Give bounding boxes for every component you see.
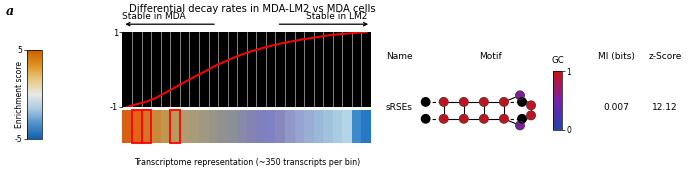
Bar [141, 110, 151, 143]
Bar [199, 110, 209, 143]
Circle shape [421, 115, 430, 123]
Bar [352, 110, 361, 143]
Bar [323, 110, 332, 143]
Circle shape [527, 101, 536, 109]
Circle shape [460, 115, 468, 123]
Circle shape [527, 111, 536, 120]
Bar [266, 110, 275, 143]
Bar [141, 110, 151, 143]
Bar [170, 110, 180, 143]
Bar [304, 110, 314, 143]
Text: z-Score: z-Score [648, 53, 682, 61]
Bar [332, 110, 342, 143]
Text: Stable in LM2: Stable in LM2 [306, 12, 368, 21]
Circle shape [500, 98, 508, 106]
Text: Motif: Motif [479, 53, 501, 61]
Circle shape [480, 98, 488, 106]
Bar [151, 110, 161, 143]
Text: Enrichment score: Enrichment score [15, 61, 24, 128]
Bar [256, 110, 266, 143]
Text: MI (bits): MI (bits) [598, 53, 634, 61]
Text: 0.007: 0.007 [603, 103, 629, 112]
Bar [132, 110, 141, 143]
Circle shape [440, 115, 448, 123]
Text: Stable in MDA: Stable in MDA [122, 12, 186, 21]
Bar [342, 110, 352, 143]
Circle shape [421, 98, 430, 106]
Bar [361, 110, 371, 143]
Bar [295, 110, 304, 143]
Circle shape [516, 121, 524, 130]
Text: GC: GC [551, 56, 564, 65]
Circle shape [440, 98, 448, 106]
Bar [275, 110, 285, 143]
Bar [246, 110, 256, 143]
Circle shape [516, 91, 524, 100]
Text: sRSEs: sRSEs [386, 103, 412, 112]
Circle shape [518, 98, 526, 106]
Bar [190, 110, 199, 143]
Text: 12.12: 12.12 [652, 103, 678, 112]
Bar [314, 110, 323, 143]
Text: Name: Name [386, 53, 412, 61]
Circle shape [460, 98, 468, 106]
Bar [180, 110, 190, 143]
Bar [209, 110, 218, 143]
Bar [218, 110, 228, 143]
Bar [132, 110, 141, 143]
Circle shape [518, 115, 526, 123]
Text: Transcriptome representation (~350 transcripts per bin): Transcriptome representation (~350 trans… [134, 158, 360, 167]
Bar [122, 110, 132, 143]
Text: a: a [6, 5, 14, 18]
Circle shape [500, 115, 508, 123]
Text: Differential decay rates in MDA-LM2 vs MDA cells: Differential decay rates in MDA-LM2 vs M… [129, 4, 375, 14]
Bar [170, 110, 180, 143]
Bar [285, 110, 295, 143]
Bar [228, 110, 237, 143]
Circle shape [480, 115, 488, 123]
Bar [161, 110, 170, 143]
Bar [237, 110, 246, 143]
